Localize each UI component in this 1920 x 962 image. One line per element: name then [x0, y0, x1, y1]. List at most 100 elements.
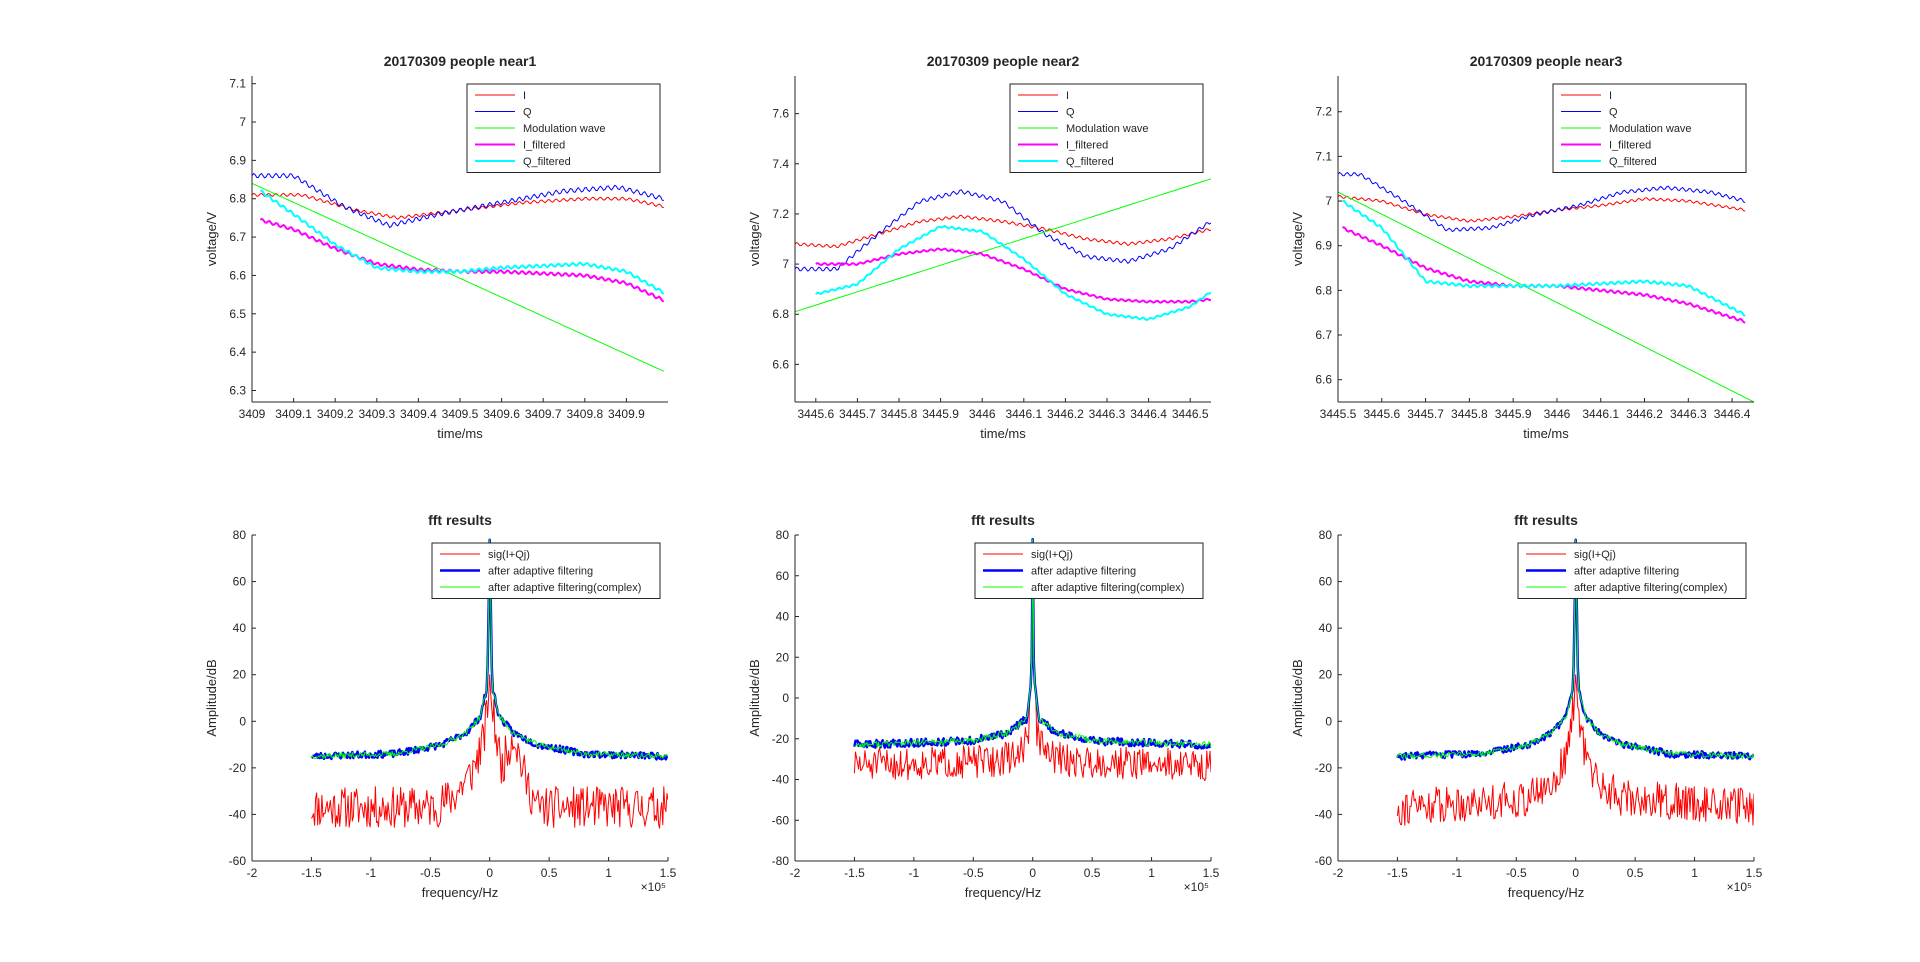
y-tick-label: -60 [772, 813, 790, 827]
legend-entry-label: Q_filtered [1609, 156, 1657, 168]
legend-entry-label: after adaptive filtering [1031, 566, 1136, 578]
legend: sig(I+Qj) after adaptive filtering after a… [1517, 542, 1747, 599]
x-axis-label: frequency/Hz [1508, 885, 1585, 900]
x-tick-label: -1 [909, 866, 920, 880]
y-tick-label: 7.4 [772, 157, 789, 171]
x-tick-label: 3446.2 [1047, 407, 1084, 421]
series-line-after-adaptive-filtering-complex- [1396, 539, 1754, 760]
legend-entry-label: after adaptive filtering(complex) [1574, 582, 1727, 594]
x-tick-label: -1 [1452, 866, 1463, 880]
legend-entry-label: Modulation wave [523, 123, 606, 135]
legend-entry-label: I [1066, 90, 1069, 102]
y-tick-label: 6.8 [229, 192, 246, 206]
y-tick-label: 0 [239, 714, 246, 728]
y-tick-label: 40 [1319, 621, 1333, 635]
x-axis-label: frequency/Hz [965, 885, 1042, 900]
y-tick-label: 6.4 [229, 345, 246, 359]
x-tick-label: 3446.2 [1626, 407, 1663, 421]
x-tick-label: 1.5 [660, 866, 677, 880]
x-tick-label: 1 [605, 866, 612, 880]
y-tick-label: 6.6 [1315, 373, 1332, 387]
x-tick-label: 3445.6 [797, 407, 834, 421]
y-tick-label: 80 [233, 528, 247, 542]
x-tick-label: 3446.4 [1130, 407, 1167, 421]
series-line-q-filtered [260, 189, 665, 295]
series-line-q [252, 172, 664, 229]
x-tick-label: -2 [1333, 866, 1344, 880]
legend-entry-label: I_filtered [523, 140, 565, 152]
x-tick-label: 3445.7 [1407, 407, 1444, 421]
x-tick-label: -1.5 [1387, 866, 1408, 880]
subplot-5: -2 -1.5 -1 -0.5 0 0.5 1 1.5 -80 -60 -40 -20 0 20 40 60 8… [747, 512, 1220, 900]
y-tick-label: 40 [776, 610, 790, 624]
x-tick-label: 0.5 [1084, 866, 1101, 880]
y-tick-label: 40 [233, 621, 247, 635]
x-axis-label: time/ms [1523, 426, 1569, 441]
y-tick-label: -60 [229, 854, 247, 868]
y-tick-label: 6.7 [1315, 328, 1332, 342]
x-tick-label: -2 [790, 866, 801, 880]
x-tick-label: 3409.3 [358, 407, 395, 421]
y-tick-label: 20 [233, 668, 247, 682]
chart-title: fft results [1514, 512, 1578, 528]
x-tick-label: 0 [1029, 866, 1036, 880]
x-tick-label: 3446.3 [1089, 407, 1126, 421]
x-tick-label: 1.5 [1746, 866, 1763, 880]
legend-entry-label: I [523, 90, 526, 102]
chart-title: 20170309 people near2 [927, 53, 1080, 69]
y-tick-label: 60 [776, 569, 790, 583]
x-tick-label: 3446.3 [1670, 407, 1707, 421]
x-tick-label: 0.5 [541, 866, 558, 880]
x-tick-label: 3445.7 [839, 407, 876, 421]
y-tick-label: 7 [1325, 194, 1332, 208]
y-tick-label: 7.6 [772, 107, 789, 121]
y-tick-label: -40 [229, 807, 247, 821]
x-tick-label: 3446 [969, 407, 996, 421]
subplot-2: 3445.6 3445.7 3445.8 3445.9 3446 3446.1 3446.2… [747, 53, 1211, 441]
series-group [252, 172, 665, 372]
x-tick-label: -2 [247, 866, 258, 880]
legend-entry-label: sig(I+Qj) [1574, 549, 1616, 561]
legend: IQ Modulation wave I_filtered Q_filtered [466, 83, 661, 173]
y-tick-label: 60 [233, 575, 247, 589]
x-tick-label: -0.5 [1506, 866, 1527, 880]
x-axis-label: time/ms [437, 426, 483, 441]
y-tick-label: 6.6 [229, 268, 246, 282]
y-axis-label: voltage/V [204, 212, 219, 267]
y-tick-label: 7.2 [772, 207, 789, 221]
x-tick-label: 1 [1691, 866, 1698, 880]
x-tick-label: 3445.8 [881, 407, 918, 421]
legend-entry-label: sig(I+Qj) [1031, 549, 1073, 561]
legend: sig(I+Qj) after adaptive filtering after a… [974, 542, 1204, 599]
chart-title: fft results [428, 512, 492, 528]
series-line-sig-i-qj- [310, 674, 668, 829]
series-line-sig-i-qj- [1396, 674, 1754, 826]
x-exponent-label: ×10⁵ [1727, 880, 1752, 894]
y-tick-label: 7 [239, 115, 246, 129]
y-tick-label: -20 [229, 761, 247, 775]
x-tick-label: 3409 [239, 407, 266, 421]
x-tick-label: 3409.2 [317, 407, 354, 421]
x-tick-label: 3445.5 [1320, 407, 1357, 421]
chart-title: fft results [971, 512, 1035, 528]
y-tick-label: -20 [1315, 761, 1333, 775]
series-group [795, 178, 1211, 321]
legend-entry-label: after adaptive filtering [1574, 566, 1679, 578]
legend-entry-label: Q_filtered [1066, 156, 1114, 168]
legend: IQ Modulation wave I_filtered Q_filtered [1009, 83, 1204, 173]
series-line-modulation-wave [1338, 191, 1754, 402]
x-tick-label: 1 [1148, 866, 1155, 880]
x-tick-label: -1.5 [301, 866, 322, 880]
x-tick-label: -1 [366, 866, 377, 880]
series-line-q [1338, 172, 1746, 232]
legend-entry-label: Modulation wave [1066, 123, 1149, 135]
legend-entry-label: after adaptive filtering(complex) [1031, 582, 1184, 594]
y-tick-label: -40 [772, 773, 790, 787]
x-tick-label: 3409.6 [483, 407, 520, 421]
legend-entry-label: Modulation wave [1609, 123, 1692, 135]
y-axis-label: voltage/V [1290, 212, 1305, 267]
series-group [853, 537, 1211, 782]
y-tick-label: 7 [782, 257, 789, 271]
x-tick-label: 1.5 [1203, 866, 1220, 880]
